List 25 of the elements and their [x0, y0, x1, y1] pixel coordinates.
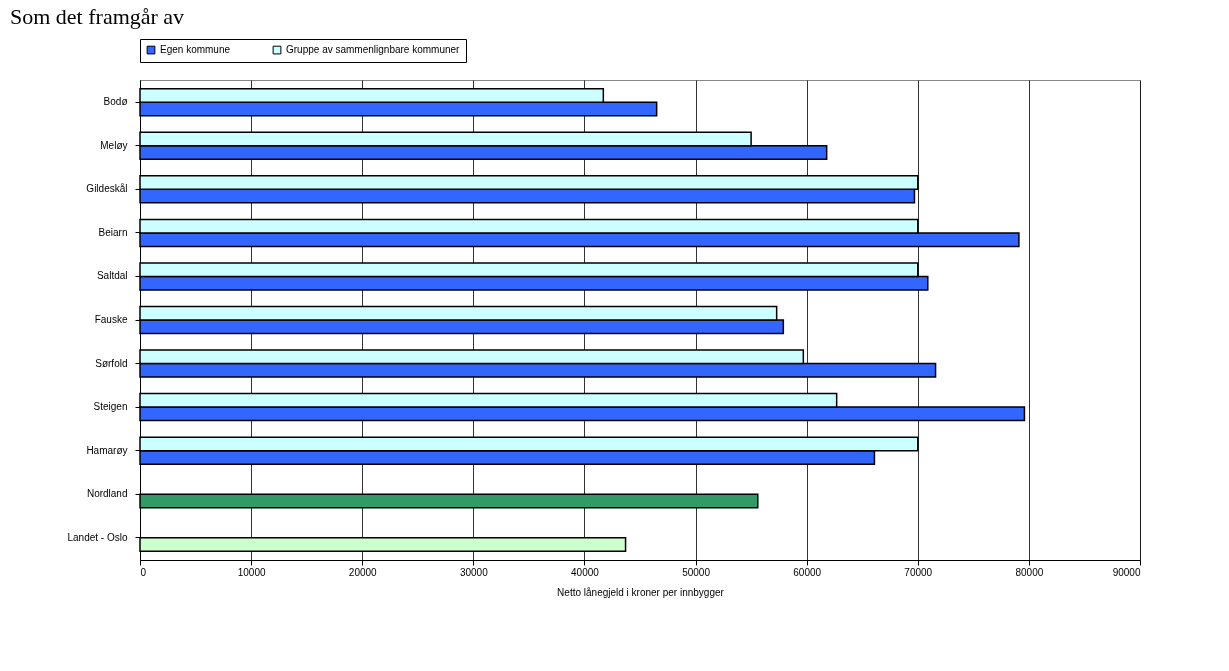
- y-tick-label: Bodø: [103, 96, 128, 108]
- y-tick-label: Gildeskål: [86, 183, 128, 195]
- y-tick-label: Landet - Oslo: [67, 531, 128, 543]
- y-tick-label: Meløy: [100, 139, 128, 151]
- x-tick-label: 30000: [459, 566, 489, 578]
- x-tick-label: 80000: [1015, 566, 1044, 578]
- y-tick-label: Sørfold: [95, 357, 128, 369]
- x-tick-label: 40000: [571, 566, 600, 578]
- x-tick-label: 20000: [348, 566, 378, 578]
- y-tick-label: Fauske: [94, 314, 128, 325]
- y-tick-label: Saltdal: [96, 270, 128, 282]
- y-tick-label: Hamarøy: [86, 444, 128, 456]
- x-axis-title: Netto lånegjeld i kroner per innbygger: [557, 586, 725, 598]
- y-tick-label: Beiarn: [98, 226, 128, 238]
- x-tick-label: 70000: [904, 566, 933, 578]
- x-tick-label: 90000: [1112, 566, 1141, 578]
- legend-label: Gruppe av sammenlignbare kommuner: [286, 44, 461, 56]
- x-tick-label: 10000: [237, 566, 266, 578]
- y-tick-label: Nordland: [86, 488, 128, 500]
- x-tick-label: 60000: [793, 566, 822, 578]
- legend-label: Egen kommune: [160, 44, 231, 56]
- x-tick-label: 0: [140, 566, 147, 578]
- chart-title: Som det framgår av: [10, 3, 185, 29]
- x-tick-label: 50000: [682, 566, 711, 578]
- y-tick-label: Steigen: [93, 401, 128, 413]
